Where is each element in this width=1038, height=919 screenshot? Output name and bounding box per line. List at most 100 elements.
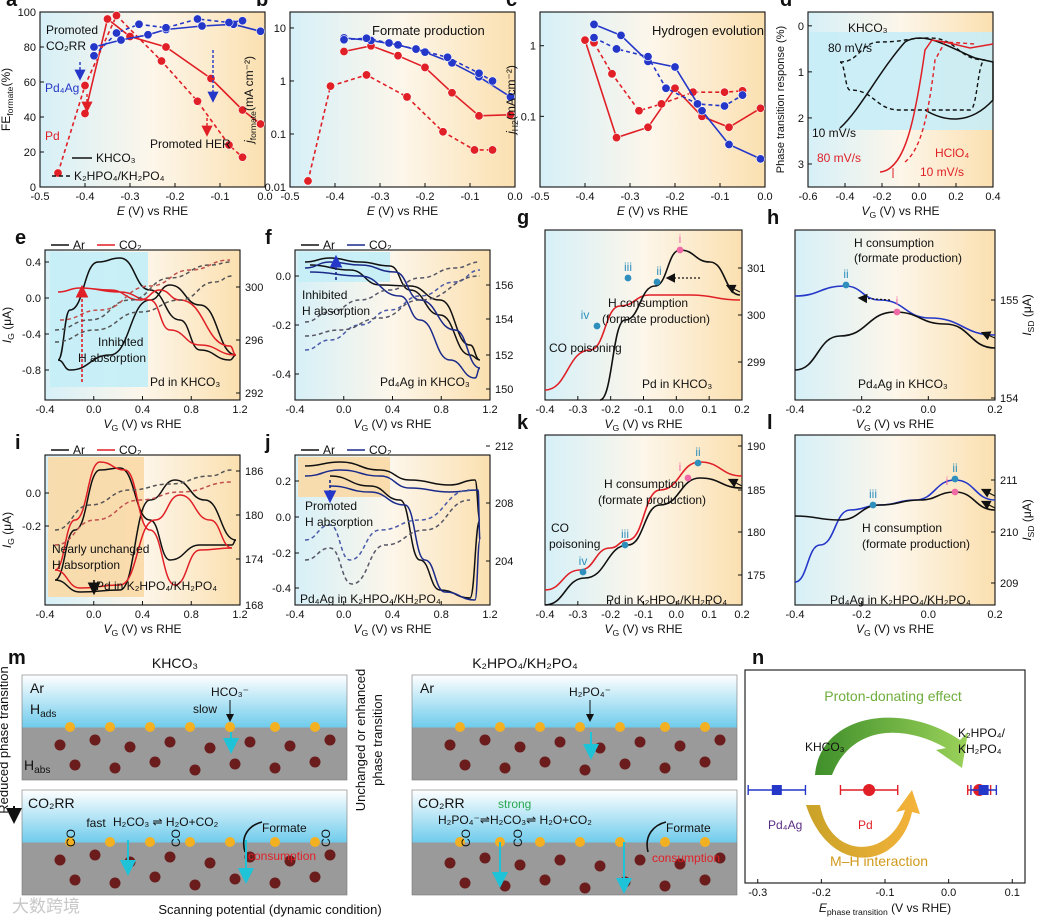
label-part: (μA) (0, 307, 14, 333)
plot-frame (794, 434, 996, 606)
y-tick-label: 0.0 (276, 512, 291, 524)
panel-letter: k (517, 412, 529, 434)
h-abs-dot (149, 871, 161, 883)
y2-tick-label: 299 (747, 357, 765, 369)
data-point (361, 33, 371, 43)
label-part: (V) vs RHE (625, 204, 688, 218)
y-tick-label: 3 (798, 159, 804, 171)
pd4ag-khco3-dashed-3 (304, 275, 481, 337)
h-abs-dot (244, 851, 256, 863)
label-part: V (856, 417, 865, 431)
x-tick-label: -0.4 (36, 404, 55, 416)
annotation: HClO₄ (935, 146, 969, 160)
h-abs-dot (674, 858, 686, 870)
h-abs-dot (619, 758, 631, 770)
y-axis-label: FEformate(%) (0, 68, 15, 131)
x-tick-label: 1.2 (482, 609, 497, 621)
legend-label: CO₂ (119, 238, 142, 252)
data-point (505, 92, 515, 102)
data-point (224, 140, 234, 150)
label: CO₂RR (418, 795, 465, 811)
label-part: E (367, 204, 376, 218)
data-point (402, 92, 412, 102)
x-tick-label: -0.2 (166, 191, 185, 203)
plot-frame (39, 11, 266, 188)
label: Formate (666, 821, 711, 835)
h-abs-dot (124, 741, 136, 753)
y2-tick-label: 208 (495, 498, 513, 510)
x-tick-label: -0.4 (36, 609, 55, 621)
x-tick-label: -0.4 (76, 191, 95, 203)
x-axis-label: Ephase transition (V vs RHE) (819, 901, 951, 917)
co-label: CO (319, 829, 333, 847)
label: Ar (30, 680, 44, 696)
x-tick-label: -0.2 (601, 404, 620, 416)
x-axis-label: E (V) vs RHE (367, 204, 438, 218)
y-tick-label: -0.4 (272, 583, 291, 595)
h-abs-dot (229, 758, 241, 770)
h-abs-dot (444, 739, 456, 751)
marker-label: i (896, 294, 899, 308)
y-tick-label: 2 (798, 113, 804, 125)
marker-label: iii (624, 260, 632, 274)
data-point-square (978, 785, 989, 795)
data-point (238, 105, 248, 115)
y2-tick-label: 211 (1000, 475, 1018, 487)
annotation: Nearly unchanged (52, 542, 149, 556)
h-ads-dot (660, 837, 670, 847)
y2-tick-label: 301 (747, 263, 765, 275)
h-ads-dot (310, 722, 320, 732)
x-tick-label: 0.8 (434, 404, 449, 416)
h-ads-dot (185, 837, 195, 847)
data-point (661, 83, 671, 93)
x-tick-label: 0.0 (507, 191, 522, 203)
y-axis-label: IG (μA) (0, 307, 16, 343)
side-label: phase transition (370, 694, 385, 786)
x-tick-label: 0.0 (86, 609, 101, 621)
x-tick-label: 0.2 (987, 404, 1002, 416)
data-point (616, 30, 626, 40)
annotation: (formate production) (598, 493, 706, 507)
h-ads-dot (65, 837, 75, 847)
h-ads-dot (455, 837, 465, 847)
y-tick-label: 0 (798, 21, 804, 33)
formate-curve (243, 821, 263, 853)
annotation: Pd₄Ag (45, 81, 79, 95)
y-axis-label: jH2(mA cm⁻²) (504, 65, 520, 136)
marker-1 (653, 278, 661, 286)
x-tick-label: 0.0 (257, 191, 272, 203)
annotation: Pd (858, 818, 873, 832)
marker-label: iii (621, 527, 629, 541)
data-point (719, 101, 729, 111)
bottom-label: Scanning potential (dynamic condition) (158, 902, 381, 917)
annotation: H absorption (305, 515, 373, 529)
h-ads-dot (310, 837, 320, 847)
h-abs-dot (324, 734, 336, 746)
label: H₂PO₄⁻ (569, 685, 611, 699)
data-point (116, 35, 126, 45)
h-abs-dot (54, 854, 66, 866)
label: consumption (248, 849, 316, 863)
marker-2 (621, 541, 629, 549)
x-tick-label: 0.8 (434, 609, 449, 621)
h-abs-dot (309, 871, 321, 883)
h-abs-dot (594, 860, 606, 872)
h-abs-dot (634, 854, 646, 866)
h-abs-dot (594, 742, 606, 754)
x-tick-label: -0.2 (666, 191, 685, 203)
h-ads-dot (270, 837, 280, 847)
y2-axis-label: ISD (μA) (1020, 294, 1036, 336)
data-point (469, 145, 479, 155)
data-point (442, 52, 452, 62)
h-abs-dot (499, 762, 511, 774)
x-axis-label: VG (V) vs RHE (103, 417, 181, 433)
y2-tick-label: 212 (495, 441, 513, 453)
data-point (143, 30, 153, 40)
h-ads-dot (65, 722, 75, 732)
data-point (487, 145, 497, 155)
h-abs-dot (109, 877, 121, 889)
block-frame (411, 789, 738, 896)
marker-1 (684, 474, 692, 482)
label-part: SD (1026, 320, 1036, 332)
panel-letter: g (517, 207, 529, 229)
